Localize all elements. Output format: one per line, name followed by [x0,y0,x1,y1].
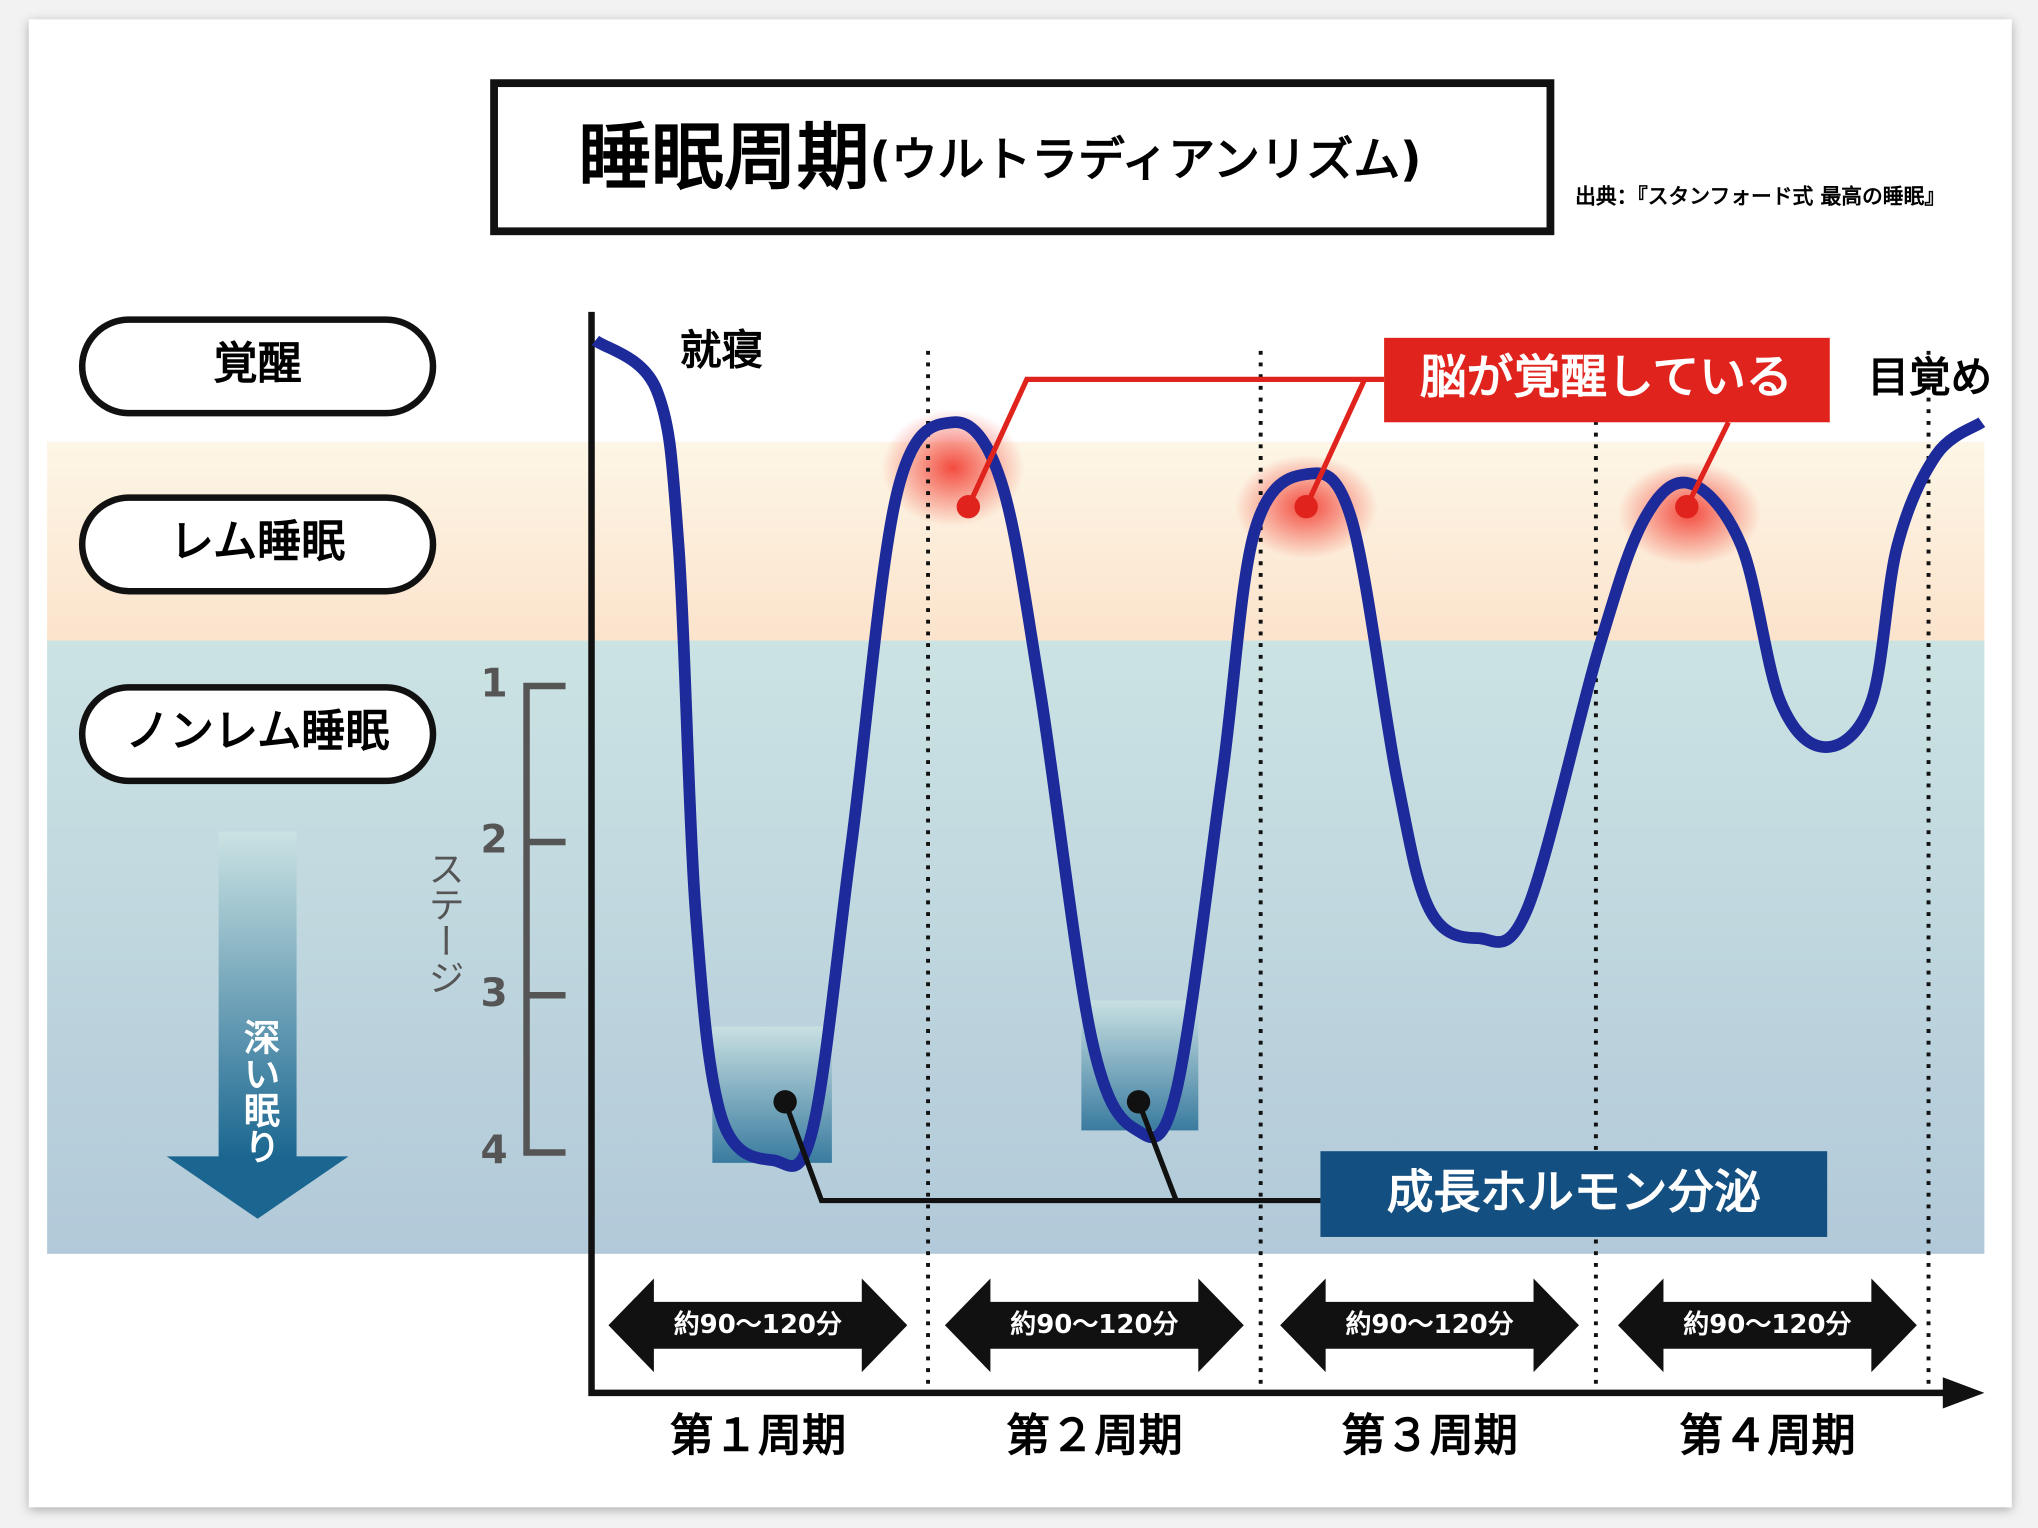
stage-label: ステージ [423,850,466,996]
title-box [490,79,1555,236]
cycle-label: 第２周期 [1006,1410,1183,1461]
duration-label: 約90〜120分 [1345,1309,1513,1340]
sleep-curve [591,335,1986,1172]
deep-label: 深い眠り [238,1019,281,1165]
stage-tick-label: 1 [481,662,508,707]
state-pill [78,684,437,785]
axis-arrow [1942,1377,1985,1409]
state-label: レム睡眠 [170,516,346,567]
duration-label: 約90〜120分 [1010,1309,1178,1340]
stage-tick-label: 2 [481,817,508,862]
deep-arrow-head [166,1156,349,1219]
axes [588,311,1956,1397]
cycle-label: 第１周期 [670,1410,847,1461]
state-pill [78,316,437,417]
duration-label: 約90〜120分 [674,1309,842,1340]
duration-arrow [608,1278,908,1373]
duration-arrow [944,1278,1244,1373]
brain-awake: 脳が覚醒している [1420,351,1793,405]
brain-awake-box [1384,337,1830,423]
deep-arrow [218,831,297,1159]
stage-tick-label: 3 [481,971,508,1016]
wake: 目覚め [1867,353,1992,402]
state-pill [78,494,437,595]
state-label: ノンレム睡眠 [126,706,390,757]
growth-hormone: 成長ホルモン分泌 [1387,1166,1761,1220]
growth-hormone-box [1320,1151,1828,1237]
duration-arrow [1280,1278,1580,1373]
source: 出典：『スタンフォード式 最高の睡眠』 [1575,184,1945,208]
cycle-label: 第４周期 [1679,1410,1856,1461]
black-leaders [782,1100,1321,1204]
sleep-onset: 就寝 [680,325,763,374]
stage-tick-label: 4 [481,1128,508,1173]
cycle-label: 第３周期 [1341,1410,1518,1461]
cycle-dividers [926,350,1931,1384]
black-dots [773,1090,1151,1114]
state-label: 覚醒 [213,338,301,389]
stage-bracket [523,682,566,1156]
duration-label: 約90〜120分 [1683,1309,1851,1340]
red-leaders [965,376,1731,508]
red-dots [956,495,1699,519]
title: 睡眠周期(ウルトラディアンリズム) [579,115,1422,200]
duration-arrow [1617,1278,1917,1373]
